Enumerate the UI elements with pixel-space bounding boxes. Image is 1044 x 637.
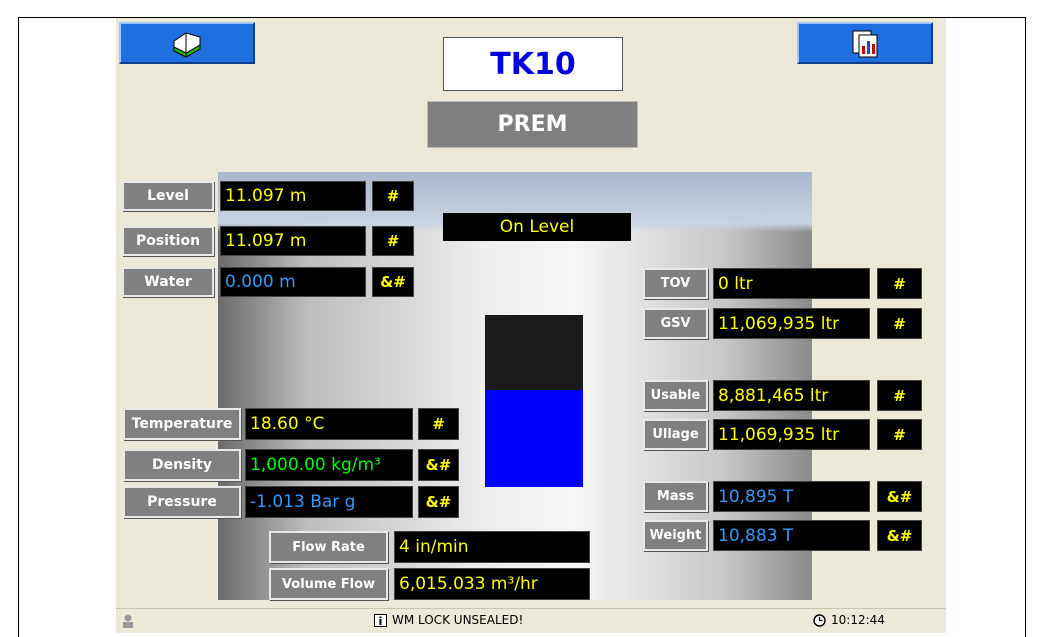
reading-flag: #: [418, 408, 459, 440]
report-button[interactable]: [797, 22, 933, 64]
reading-label: Usable: [643, 380, 708, 411]
tank-view-button[interactable]: [119, 22, 255, 64]
info-icon: [374, 614, 387, 627]
tank-ullage-bar: [485, 315, 583, 391]
reading-value: 10,883 T: [713, 520, 870, 551]
reading-flag: #: [372, 226, 414, 256]
reading-label: GSV: [643, 308, 708, 339]
user-icon: [122, 614, 134, 628]
reading-value: 11.097 m: [220, 181, 366, 211]
reading-label: Density: [123, 449, 241, 481]
reading-label: Temperature: [123, 408, 241, 440]
reading-label: Water: [122, 267, 214, 297]
reading-label: Position: [122, 226, 214, 256]
reading-label: TOV: [643, 268, 708, 299]
reading-flag: &#: [877, 520, 922, 551]
tank-icon: [170, 27, 204, 59]
reading-label: Mass: [643, 481, 708, 512]
reading-label: Volume Flow: [269, 568, 388, 600]
reading-flag: #: [372, 181, 414, 211]
reading-flag: &#: [418, 486, 459, 518]
reading-flag: &#: [372, 267, 414, 297]
status-bar: WM LOCK UNSEALED! 10:12:44: [116, 608, 946, 633]
reading-value: 0.000 m: [220, 267, 366, 297]
reading-value: 11.097 m: [220, 226, 366, 256]
reading-value: 4 in/min: [394, 531, 590, 563]
product-name: PREM: [427, 101, 638, 148]
clock-time: 10:12:44: [831, 613, 885, 627]
clock-icon: [813, 614, 826, 627]
reading-label: Flow Rate: [269, 531, 388, 563]
reading-flag: #: [877, 268, 922, 299]
reading-value: 8,881,465 ltr: [713, 380, 870, 411]
tank-name: TK10: [443, 37, 623, 91]
reading-flag: #: [877, 419, 922, 450]
page: TK10 PREM On Level WM LOCK UNSEALED! 10:…: [0, 0, 1044, 633]
reading-flag: &#: [877, 481, 922, 512]
status-banner: On Level: [443, 213, 631, 241]
reading-label: Weight: [643, 520, 708, 551]
reading-value: 10,895 T: [713, 481, 870, 512]
reading-value: 1,000.00 kg/m³: [245, 449, 413, 481]
reading-value: 11,069,935 ltr: [713, 419, 870, 450]
reading-value: 11,069,935 ltr: [713, 308, 870, 339]
reading-label: Ullage: [643, 419, 708, 450]
button-face[interactable]: [119, 22, 255, 64]
reading-flag: #: [877, 380, 922, 411]
status-message: WM LOCK UNSEALED!: [392, 613, 523, 627]
reading-value: -1.013 Bar g: [245, 486, 413, 518]
reading-value: 18.60 °C: [245, 408, 413, 440]
report-icon: [850, 28, 880, 58]
reading-flag: #: [877, 308, 922, 339]
reading-label: Level: [122, 181, 214, 211]
tank-level-bar: [485, 390, 583, 487]
reading-value: 6,015.033 m³/hr: [394, 568, 590, 600]
reading-value: 0 ltr: [713, 268, 870, 299]
reading-label: Pressure: [123, 486, 241, 518]
reading-flag: &#: [418, 449, 459, 481]
